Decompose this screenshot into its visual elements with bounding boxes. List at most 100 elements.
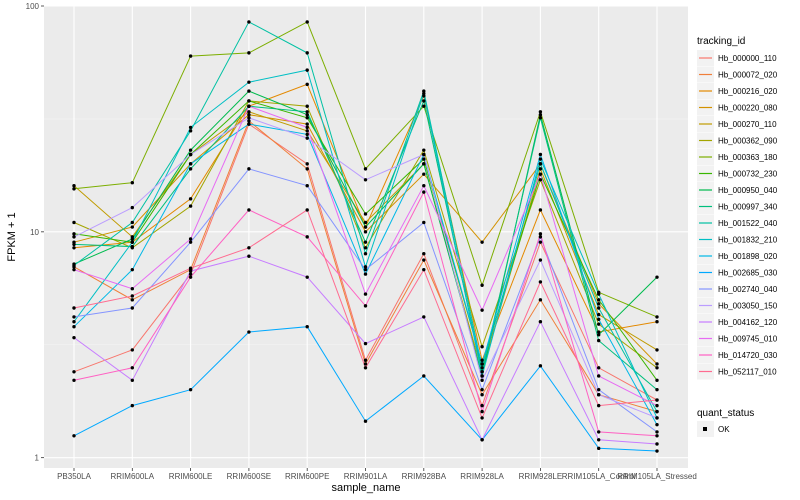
- data-point: [363, 225, 368, 229]
- data-point: [247, 246, 251, 250]
- data-point: [305, 275, 309, 279]
- data-point: [597, 446, 601, 451]
- data-point: [538, 208, 543, 212]
- data-point: [305, 110, 309, 114]
- data-point: [72, 315, 76, 319]
- data-point: [422, 152, 426, 157]
- data-point: [130, 237, 134, 241]
- data-point: [538, 258, 543, 262]
- data-point: [655, 398, 659, 402]
- x-tick-label: RRIM928LE: [519, 472, 563, 481]
- data-point: [363, 220, 368, 225]
- legend-label: Hb_000270_110: [718, 120, 777, 129]
- data-point: [72, 335, 76, 340]
- data-point: [363, 292, 368, 296]
- data-point: [130, 220, 134, 225]
- data-point: [655, 430, 659, 434]
- data-point: [655, 366, 659, 370]
- data-point: [72, 232, 76, 236]
- data-point: [247, 20, 251, 24]
- data-point: [422, 267, 426, 272]
- data-point: [363, 362, 368, 366]
- data-point: [538, 320, 543, 324]
- legend-label: Hb_052117_010: [718, 368, 777, 377]
- data-point: [247, 254, 251, 258]
- data-point: [363, 267, 368, 272]
- x-tick-label: RRIM105LA_Control: [562, 472, 636, 481]
- data-point: [538, 116, 543, 120]
- data-point: [72, 306, 76, 310]
- data-point: [188, 275, 193, 279]
- shape-legend-title: quant_status: [697, 408, 754, 419]
- data-point: [305, 132, 309, 137]
- data-point: [188, 125, 193, 130]
- legend-label: Hb_003050_150: [718, 302, 778, 311]
- data-point: [655, 315, 659, 319]
- data-point: [72, 187, 76, 191]
- data-point: [655, 320, 659, 324]
- data-point: [130, 294, 134, 298]
- x-tick-label: RRIM600PE: [285, 472, 329, 481]
- x-tick-label: PB350LA: [57, 472, 91, 481]
- data-point: [538, 235, 543, 239]
- data-point: [597, 292, 601, 296]
- data-point: [363, 341, 368, 346]
- data-point: [130, 348, 134, 352]
- data-point: [72, 434, 76, 438]
- data-point: [188, 129, 193, 133]
- data-point: [305, 325, 309, 329]
- data-point: [247, 51, 251, 55]
- data-point: [655, 422, 659, 427]
- data-point: [480, 403, 484, 408]
- data-point: [422, 190, 426, 194]
- data-point: [363, 272, 368, 276]
- legend-label: Hb_001832_210: [718, 236, 778, 245]
- data-point: [422, 148, 426, 152]
- data-point: [480, 438, 484, 442]
- data-point: [480, 366, 484, 370]
- data-point: [130, 267, 134, 272]
- data-point: [363, 246, 368, 250]
- data-point: [130, 205, 134, 210]
- data-point: [188, 237, 193, 241]
- data-point: [597, 393, 601, 397]
- data-point: [538, 298, 543, 302]
- data-point: [247, 330, 251, 334]
- data-point: [305, 167, 309, 171]
- legend-label: Hb_014720_030: [718, 351, 778, 360]
- shape-legend-items: OK: [697, 421, 730, 437]
- data-point: [480, 409, 484, 414]
- data-point: [72, 235, 76, 239]
- data-point: [130, 378, 134, 383]
- data-point: [72, 325, 76, 329]
- y-tick-label: 100: [26, 2, 40, 11]
- data-point: [480, 240, 484, 244]
- data-point: [538, 172, 543, 176]
- data-point: [247, 99, 251, 103]
- x-tick-label: RRIM600LA: [111, 472, 155, 481]
- data-point: [480, 393, 484, 397]
- data-point: [188, 54, 193, 58]
- data-point: [597, 333, 601, 337]
- data-point: [72, 246, 76, 250]
- data-point: [655, 449, 659, 453]
- data-point: [72, 320, 76, 324]
- data-point: [363, 230, 368, 234]
- x-tick-label: RRIM928BA: [402, 472, 447, 481]
- data-point: [538, 152, 543, 157]
- shape-legend-label: OK: [718, 425, 730, 434]
- data-point: [247, 113, 251, 117]
- data-point: [655, 409, 659, 414]
- y-tick-label: 1: [35, 454, 40, 463]
- data-point: [422, 220, 426, 225]
- data-point: [422, 184, 426, 188]
- data-point: [72, 370, 76, 374]
- data-point: [538, 232, 543, 236]
- data-point: [305, 113, 309, 117]
- data-point: [422, 374, 426, 378]
- data-point: [305, 208, 309, 212]
- legend: tracking_id Hb_000000_110Hb_000072_020Hb…: [697, 36, 778, 437]
- data-point: [480, 283, 484, 287]
- data-point: [130, 225, 134, 229]
